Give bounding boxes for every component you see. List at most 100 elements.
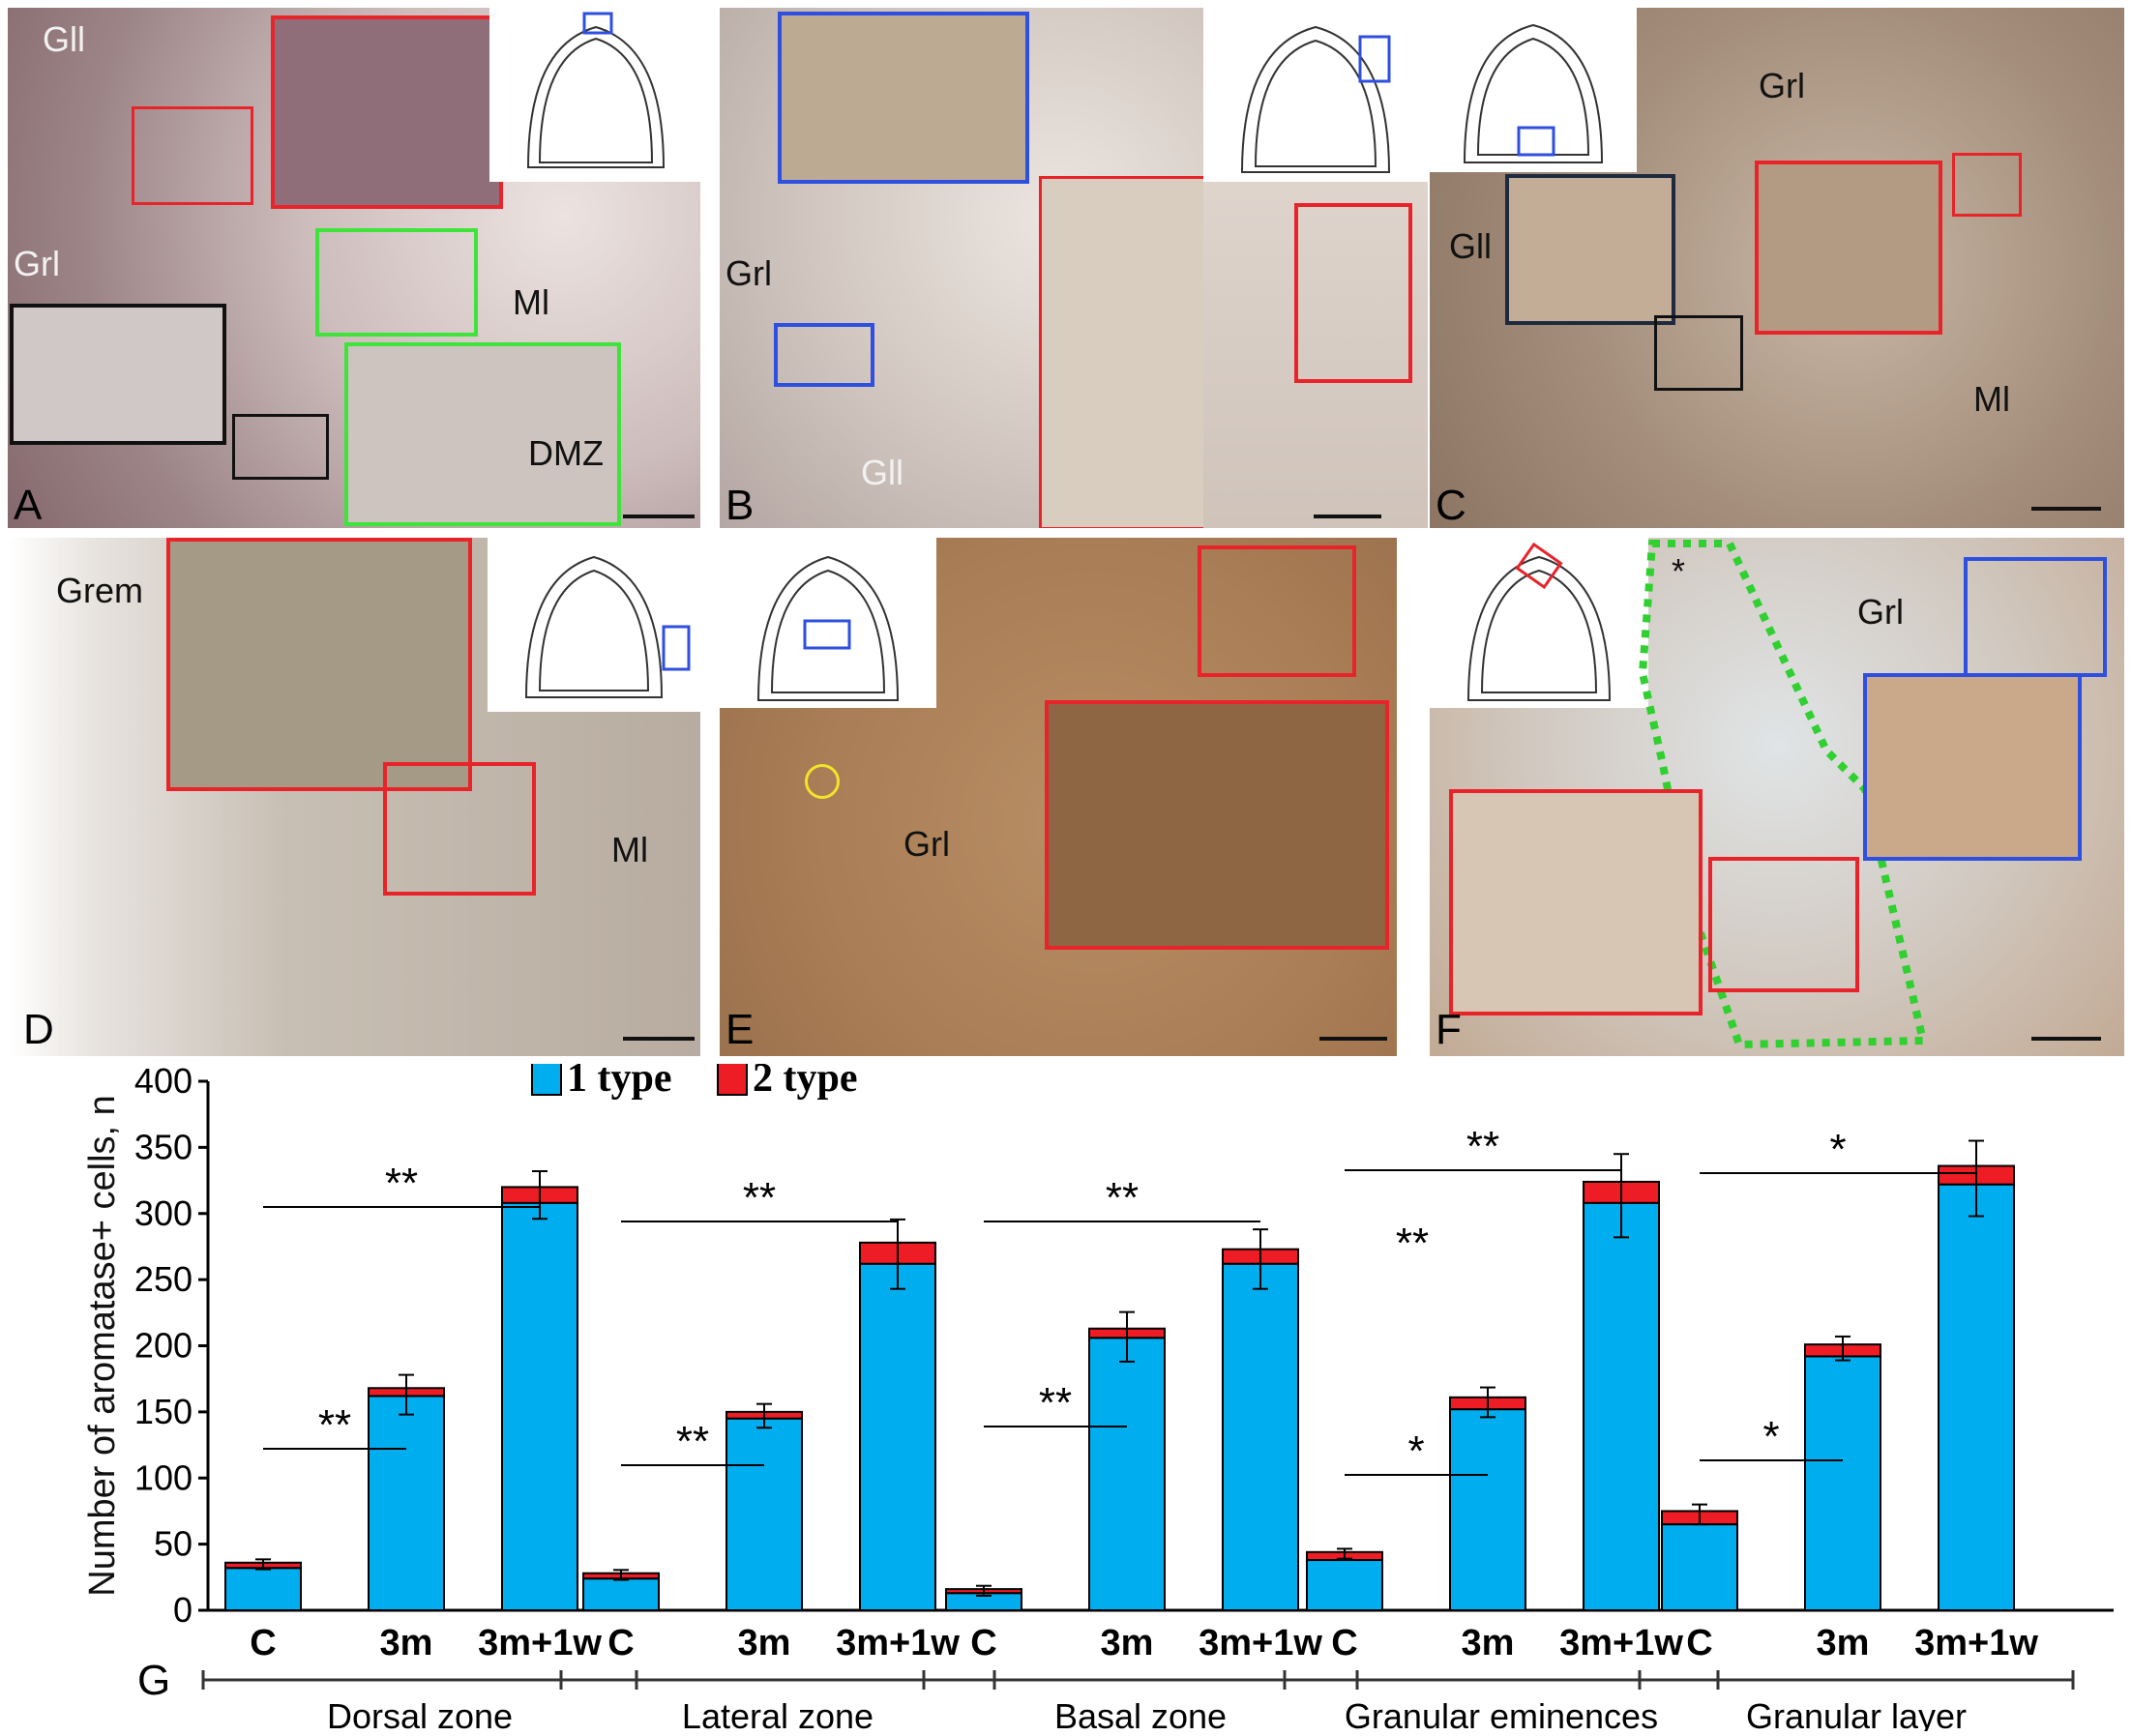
panel-letter-a: A xyxy=(14,482,43,528)
panel-a-label-grl: Grl xyxy=(14,244,60,283)
legend-label-type1: 1 type xyxy=(567,1064,672,1101)
panel-f-label-star: * xyxy=(1672,551,1686,591)
category-label: 3m xyxy=(1101,1623,1154,1663)
inset-blue xyxy=(1964,557,2107,677)
category-label: 3m+1w xyxy=(478,1623,602,1663)
significance-label: * xyxy=(1762,1413,1779,1460)
category-label: 3m+1w xyxy=(1559,1623,1683,1663)
panel-letter-b: B xyxy=(725,482,755,528)
bar-type1 xyxy=(1938,1183,2015,1611)
y-tick-label: 400 xyxy=(134,1064,192,1101)
micrograph-panel-b-right xyxy=(1203,8,1428,528)
panel-a-label-gll: Gll xyxy=(43,19,85,59)
bar-type1 xyxy=(224,1567,302,1611)
significance-label: ** xyxy=(1466,1123,1499,1170)
bar-type1 xyxy=(1088,1337,1166,1611)
brain-schematic xyxy=(1430,8,1637,172)
bar-type1 xyxy=(368,1395,445,1611)
panel-a-label-dmz: DMZ xyxy=(528,433,604,473)
panel-c-label-grl: Grl xyxy=(1759,66,1805,105)
scale-bar xyxy=(1319,1037,1387,1041)
category-label: C xyxy=(1331,1623,1357,1663)
significance-label: ** xyxy=(385,1160,418,1207)
bar-type1 xyxy=(1804,1355,1881,1611)
stacked-bar-chart: 0 50 100 150 200 250 300 350 400 Number of aromat… xyxy=(82,1056,2114,1736)
panel-letter-f: F xyxy=(1436,1006,1462,1053)
micrograph-panel-f: * Grl F xyxy=(1430,538,2124,1056)
bar-type1 xyxy=(725,1417,803,1611)
y-tick-label: 250 xyxy=(134,1259,192,1299)
group-label: Granular eminences xyxy=(1345,1696,1658,1731)
legend-swatch-type2 xyxy=(717,1061,748,1096)
brain-schematic xyxy=(488,538,700,712)
significance-label: ** xyxy=(318,1401,351,1449)
significance-label: * xyxy=(1407,1427,1424,1475)
scale-bar xyxy=(1314,515,1381,518)
inset-red xyxy=(1039,176,1203,528)
bar-type1 xyxy=(859,1262,936,1611)
category-label: C xyxy=(250,1623,276,1663)
bar-type1 xyxy=(501,1201,578,1611)
category-label: 3m+1w xyxy=(1199,1623,1322,1663)
category-label: 3m+1w xyxy=(1914,1623,2038,1663)
legend-swatch-type1 xyxy=(531,1061,562,1096)
zoom-box-black xyxy=(232,414,329,480)
zoom-box-red xyxy=(1198,545,1356,677)
significance-label: ** xyxy=(743,1174,776,1221)
y-axis-label: Number of aromatase+ cells, n xyxy=(82,1095,123,1597)
group-label: Dorsal zone xyxy=(327,1696,513,1731)
panel-d-label-ml: Ml xyxy=(611,830,648,869)
inset-blue xyxy=(778,12,1029,184)
inset-red xyxy=(166,538,472,791)
significance-label: ** xyxy=(1039,1379,1072,1427)
zoom-box-red xyxy=(383,762,536,896)
zoom-box-red xyxy=(1708,857,1859,992)
brain-schematic xyxy=(489,8,700,182)
category-label: 3m+1w xyxy=(836,1623,960,1663)
group-label: Basal zone xyxy=(1054,1696,1227,1731)
scale-bar xyxy=(623,515,695,518)
zoom-box-red xyxy=(1952,153,2022,217)
panel-letter-g: G xyxy=(137,1657,170,1704)
inset-red xyxy=(1449,789,1703,1015)
y-tick-label: 350 xyxy=(134,1127,192,1166)
inset-black xyxy=(10,304,226,445)
micrograph-panel-a: Gll Grl Ml DMZ A xyxy=(8,8,700,528)
category-label: C xyxy=(607,1623,634,1663)
y-tick-label: 0 xyxy=(173,1590,192,1630)
brain-schematic xyxy=(1430,538,1648,708)
panel-a-label-ml: Ml xyxy=(513,282,549,322)
panel-f-label-grl: Grl xyxy=(1857,592,1904,632)
panel-c-label-ml: Ml xyxy=(1973,379,2010,419)
inset-red xyxy=(1045,700,1389,950)
panel-letter-c: C xyxy=(1436,482,1466,528)
zoom-box-black xyxy=(1654,315,1743,391)
chart-panel-g: 0 50 100 150 200 250 300 350 400 Number of aromat… xyxy=(0,1056,2132,1736)
panel-letter-d: D xyxy=(23,1006,54,1053)
significance-label: * xyxy=(1829,1126,1846,1173)
panel-d-label-grem: Grem xyxy=(56,571,143,610)
category-label: 3m xyxy=(1817,1623,1870,1663)
brain-schematic xyxy=(720,538,936,708)
y-tick-label: 300 xyxy=(134,1193,192,1233)
bar-type1 xyxy=(1583,1201,1660,1611)
scale-bar xyxy=(2031,1037,2101,1041)
panel-letter-e: E xyxy=(725,1006,755,1053)
highlight-circle xyxy=(805,764,840,799)
zoom-box-blue xyxy=(774,323,874,387)
bar-type1 xyxy=(1449,1408,1526,1612)
inset-green xyxy=(344,342,621,526)
legend-label-type2: 2 type xyxy=(753,1064,858,1101)
inset-red xyxy=(1755,161,1942,335)
inset-black xyxy=(1505,174,1675,325)
scale-bar xyxy=(623,1037,695,1041)
y-tick-label: 100 xyxy=(134,1457,192,1497)
dotted-outline xyxy=(1638,540,1929,1049)
micrograph-panel-d: Grem Ml D xyxy=(8,538,700,1056)
micrograph-panel-c: Grl Gll Ml C xyxy=(1430,8,2124,528)
inset-red xyxy=(271,15,503,209)
panel-b-label-grl: Grl xyxy=(725,253,772,293)
significance-label: ** xyxy=(1396,1220,1429,1267)
bar-type1 xyxy=(1661,1523,1738,1611)
scale-bar xyxy=(2031,507,2101,511)
